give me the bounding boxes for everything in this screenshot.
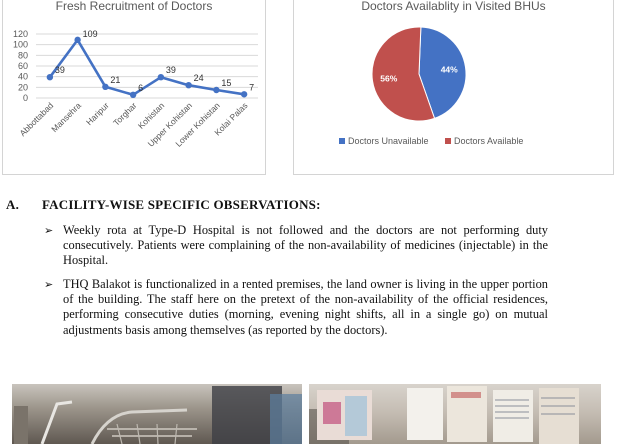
section-number: A.: [6, 197, 20, 212]
data-label: 24: [194, 73, 204, 83]
notice-board-illustration: [309, 386, 579, 444]
recruitment-chart-title: Fresh Recruitment of Doctors: [55, 0, 213, 13]
y-tick-label: 60: [18, 61, 28, 71]
legend-swatch: [445, 138, 451, 144]
recruitment-chart: Fresh Recruitment of Doctors 0 20 40 60 80 10…: [2, 0, 266, 175]
arrow-bullet-icon: ➢: [44, 224, 54, 237]
observation-item: ➢ Weekly rota at Type-D Hospital is not …: [44, 223, 548, 269]
data-label: 6: [138, 83, 143, 93]
slice-label: 56%: [380, 74, 397, 84]
section-title: FACILITY-WISE SPECIFIC OBSERVATIONS:: [42, 197, 321, 212]
observation-text: Weekly rota at Type-D Hospital is not fo…: [63, 223, 548, 268]
data-label: 39: [166, 65, 176, 75]
data-point: [213, 86, 220, 94]
x-tick-label: Abbottabad: [17, 100, 55, 138]
y-tick-label: 80: [18, 50, 28, 60]
availability-chart-plot: 44% 56% Doctors Unavailable Doctors Availab…: [339, 26, 523, 146]
data-label: 39: [55, 65, 65, 75]
observation-text: THQ Balakot is functionalized in a rente…: [63, 277, 548, 337]
pie-slice: [371, 26, 436, 122]
y-tick-label: 40: [18, 72, 28, 82]
legend-swatch: [339, 138, 345, 144]
availability-chart: Doctors Availablity in Visited BHUs 44% 5…: [293, 0, 614, 175]
hospital-equipment-photo: [12, 384, 302, 444]
availability-chart-title: Doctors Availablity in Visited BHUs: [361, 0, 546, 13]
data-label: 15: [221, 78, 231, 88]
pie-slice: [418, 26, 467, 119]
section-heading: A. FACILITY-WISE SPECIFIC OBSERVATIONS:: [6, 197, 321, 213]
data-label: 109: [83, 29, 98, 39]
series-line: [48, 38, 245, 97]
legend-label: Doctors Unavailable: [348, 136, 429, 146]
data-point: [185, 82, 192, 89]
y-tick-label: 100: [13, 40, 28, 50]
data-point: [46, 74, 54, 81]
observation-item: ➢ THQ Balakot is functionalized in a ren…: [44, 277, 548, 338]
data-label: 7: [249, 82, 254, 92]
y-tick-label: 20: [18, 82, 28, 92]
x-tick-label: Haripur: [84, 100, 111, 127]
x-tick-label: Mansehra: [49, 100, 83, 134]
arrow-bullet-icon: ➢: [44, 278, 54, 291]
slice-label: 44%: [441, 64, 458, 74]
notice-board-photo: [309, 384, 601, 444]
data-point: [240, 91, 248, 98]
y-tick-label: 120: [13, 29, 28, 39]
equipment-illustration: [14, 386, 302, 444]
data-point: [129, 91, 137, 99]
y-tick-label: 0: [23, 93, 28, 103]
data-point: [102, 83, 109, 91]
legend-label: Doctors Available: [454, 136, 523, 146]
data-label: 21: [110, 75, 120, 85]
data-point: [74, 36, 81, 44]
data-point: [157, 74, 165, 81]
